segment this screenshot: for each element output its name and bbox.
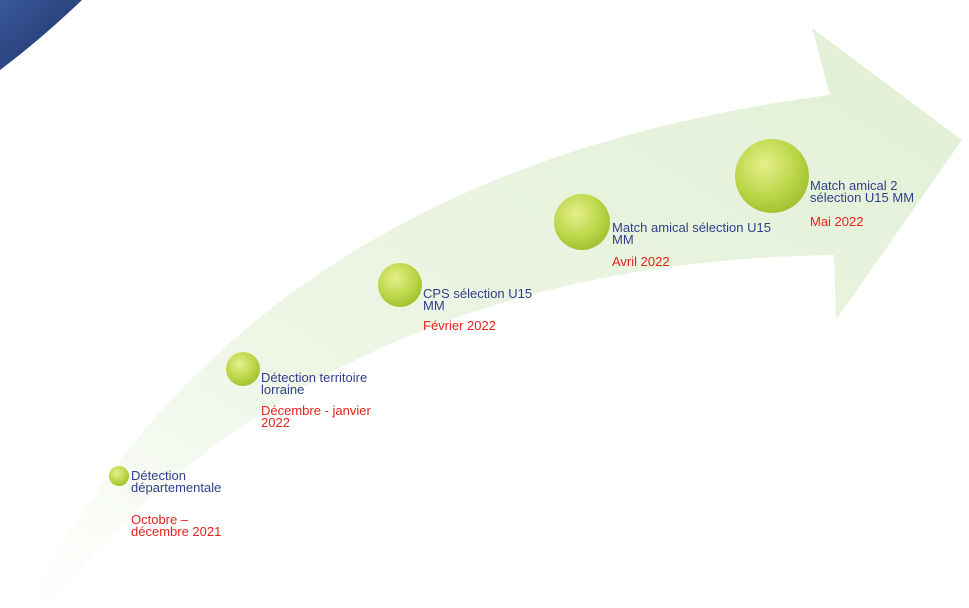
milestone-label: Match amical sélection U15 MM	[612, 220, 771, 247]
milestone-dot	[554, 194, 610, 250]
milestone-dot	[378, 263, 422, 307]
milestone-label: Détection territoire lorraine	[261, 370, 368, 397]
milestone-date: Mai 2022	[810, 214, 864, 229]
corner-shape	[0, 0, 82, 70]
milestone-dot	[109, 466, 129, 486]
milestone-date: Octobre – décembre 2021	[131, 512, 222, 539]
milestone-date: Février 2022	[423, 318, 496, 333]
arrow	[28, 28, 962, 606]
milestone-label: Détection départementale	[131, 468, 222, 495]
milestone-label: CPS sélection U15 MM	[423, 286, 533, 313]
milestone-dot	[735, 139, 809, 213]
milestone-dot	[226, 352, 260, 386]
milestone-date: Décembre - janvier 2022	[261, 403, 371, 430]
milestone-label: Match amical 2 sélection U15 MM	[810, 178, 915, 205]
milestone-date: Avril 2022	[612, 254, 670, 269]
